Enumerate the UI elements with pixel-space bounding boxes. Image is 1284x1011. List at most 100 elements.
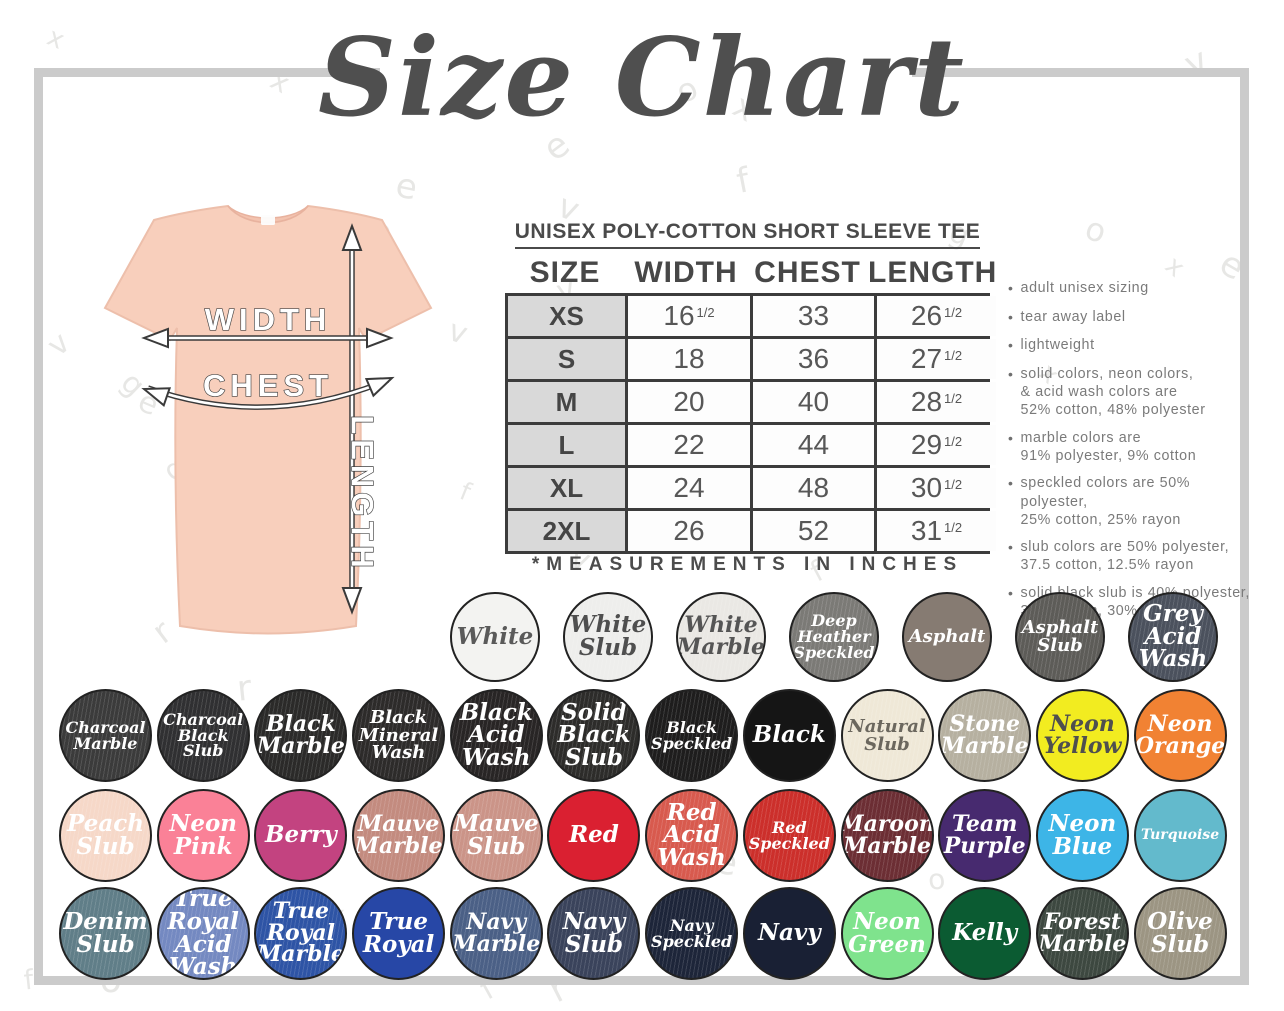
- color-swatch-team-purple: Team Purple: [938, 789, 1032, 882]
- color-swatch-true-royal-marble: True Royal Marble: [254, 887, 348, 980]
- bullet-icon: •: [1008, 365, 1014, 382]
- bullet-icon: •: [1008, 308, 1014, 325]
- product-details-list: • adult unisex sizing • tear away label • lig…: [1008, 279, 1260, 629]
- chest-cell: 44: [753, 425, 874, 465]
- fraction: 1/2: [944, 476, 963, 492]
- swatch-label: Black Marble: [256, 710, 345, 759]
- color-swatch-white-marble: White Marble: [676, 592, 766, 682]
- size-table-title: UNISEX POLY-COTTON SHORT SLEEVE TEE: [505, 220, 990, 249]
- color-swatch-red-speckled: Red Speckled: [742, 789, 836, 882]
- swatch-label: Red Acid Wash: [657, 798, 726, 871]
- width-cell: 16 1/2: [628, 296, 750, 336]
- swatch-row: Denim Slub True Royal Acid Wash True Royal…: [59, 887, 1227, 980]
- color-swatch-asphalt: Asphalt: [902, 592, 992, 682]
- swatch-label: Turquoise: [1141, 826, 1220, 843]
- swatch-label: Navy: [757, 919, 821, 947]
- swatch-label: Mauve Marble: [354, 810, 443, 859]
- size-table-row: L 22 44 29 1/2: [508, 425, 996, 465]
- size-table-body: XS 16 1/2 33 26 1/2 S 18 36 27 1/2 M 20 40 28 1/2 L 22 44 2…: [505, 293, 996, 554]
- size-table-block: UNISEX POLY-COTTON SHORT SLEEVE TEE SIZE…: [505, 220, 997, 554]
- tshirt-neck-label: [261, 215, 275, 225]
- swatch-label: Charcoal Black Slub: [163, 709, 244, 761]
- swatch-row: White White Slub White Marble Deep Heather …: [450, 592, 1218, 682]
- detail-text: lightweight: [1020, 337, 1095, 354]
- color-swatch-true-royal: True Royal: [352, 887, 446, 980]
- swatch-label: White Slub: [569, 611, 647, 661]
- swatch-label: True Royal Marble: [256, 898, 345, 968]
- detail-item: • adult unisex sizing: [1008, 279, 1260, 299]
- fraction: 1/2: [944, 519, 963, 535]
- size-cell: S: [508, 339, 625, 379]
- color-swatch-deep-heather-speckled: Deep Heather Speckled: [789, 592, 879, 682]
- swatch-label: Deep Heather Speckled: [793, 611, 875, 662]
- swatch-label: True Royal: [362, 907, 435, 958]
- column-header-size: SIZE: [529, 256, 601, 289]
- width-label: WIDTH: [205, 302, 332, 337]
- size-cell: XL: [508, 468, 625, 508]
- color-swatch-natural-slub: Natural Slub: [840, 689, 934, 782]
- size-table-header: SIZE WIDTH CHEST LENGTH: [505, 256, 997, 290]
- color-swatch-white-slub: White Slub: [563, 592, 653, 682]
- swatch-label: Forest Marble: [1038, 908, 1127, 957]
- swatch-label: Black: [752, 721, 826, 749]
- size-table-row: S 18 36 27 1/2: [508, 339, 996, 379]
- size-table-row: 2XL 26 52 31 1/2: [508, 511, 996, 551]
- color-swatch-solid-black-slub: Solid Black Slub: [547, 689, 641, 782]
- swatch-label: Black Mineral Wash: [358, 707, 439, 764]
- detail-item: • solid colors, neon colors, & acid wash …: [1008, 365, 1260, 420]
- swatch-label: Navy Marble: [452, 908, 541, 957]
- color-swatch-denim-slub: Denim Slub: [59, 887, 152, 980]
- swatch-label: White Marble: [677, 612, 765, 660]
- detail-item: • tear away label: [1008, 308, 1260, 328]
- color-swatch-neon-green: Neon Green: [840, 887, 934, 980]
- swatch-label: True Royal Acid Wash: [167, 887, 239, 980]
- size-table-title-text: UNISEX POLY-COTTON SHORT SLEEVE TEE: [514, 220, 981, 249]
- tshirt-collar: [227, 205, 309, 224]
- swatch-row: Charcoal Marble Charcoal Black Slub Black …: [59, 689, 1227, 782]
- color-swatch-black-mineral-wash: Black Mineral Wash: [352, 689, 446, 782]
- color-swatch-neon-pink: Neon Pink: [156, 789, 250, 882]
- frame-bottom: [34, 976, 1249, 985]
- length-cell: 29 1/2: [877, 425, 996, 465]
- chest-cell: 33: [753, 296, 874, 336]
- swatch-label: Asphalt: [908, 626, 986, 648]
- swatch-label: Stone Marble: [940, 710, 1029, 759]
- swatch-label: Neon Green: [848, 907, 926, 958]
- width-cell: 20: [628, 382, 750, 422]
- tshirt-body: [103, 204, 433, 635]
- size-table-row: XL 24 48 30 1/2: [508, 468, 996, 508]
- swatch-label: Navy Slub: [562, 907, 626, 958]
- length-cell: 26 1/2: [877, 296, 996, 336]
- swatch-label: Neon Orange: [1134, 710, 1226, 759]
- color-swatch-true-royal-acid-wash: True Royal Acid Wash: [156, 887, 250, 980]
- size-cell: M: [508, 382, 625, 422]
- color-swatch-black-speckled: Black Speckled: [645, 689, 739, 782]
- swatch-label: Navy Speckled: [651, 915, 733, 951]
- swatch-label: Neon Blue: [1048, 809, 1117, 860]
- detail-item: • speckled colors are 50% polyester, 25% …: [1008, 474, 1260, 529]
- size-cell: XS: [508, 296, 625, 336]
- bullet-icon: •: [1008, 584, 1014, 601]
- color-swatch-mauve-slub: Mauve Slub: [449, 789, 543, 882]
- watermark-letter: f: [455, 476, 475, 507]
- watermark-letter: v: [443, 313, 472, 352]
- fraction: 1/2: [944, 433, 963, 449]
- color-swatch-neon-yellow: Neon Yellow: [1035, 689, 1129, 782]
- color-swatch-red: Red: [547, 789, 641, 882]
- bullet-icon: •: [1008, 280, 1014, 296]
- swatch-label: Berry: [265, 821, 337, 849]
- color-swatch-mauve-marble: Mauve Marble: [352, 789, 446, 882]
- color-swatch-navy-speckled: Navy Speckled: [645, 887, 739, 980]
- bullet-icon: •: [1008, 539, 1014, 556]
- detail-text: solid colors, neon colors, & acid wash c…: [1020, 365, 1206, 419]
- fraction: 1/2: [944, 390, 963, 406]
- swatch-label: Mauve Slub: [453, 809, 539, 860]
- color-swatch-peach-slub: Peach Slub: [59, 789, 152, 882]
- bullet-icon: •: [1008, 475, 1014, 492]
- frame-right: [1240, 68, 1249, 985]
- length-cell: 31 1/2: [877, 511, 996, 551]
- color-swatch-white: White: [450, 592, 540, 682]
- swatch-label: Olive Slub: [1147, 907, 1213, 958]
- width-cell: 24: [628, 468, 750, 508]
